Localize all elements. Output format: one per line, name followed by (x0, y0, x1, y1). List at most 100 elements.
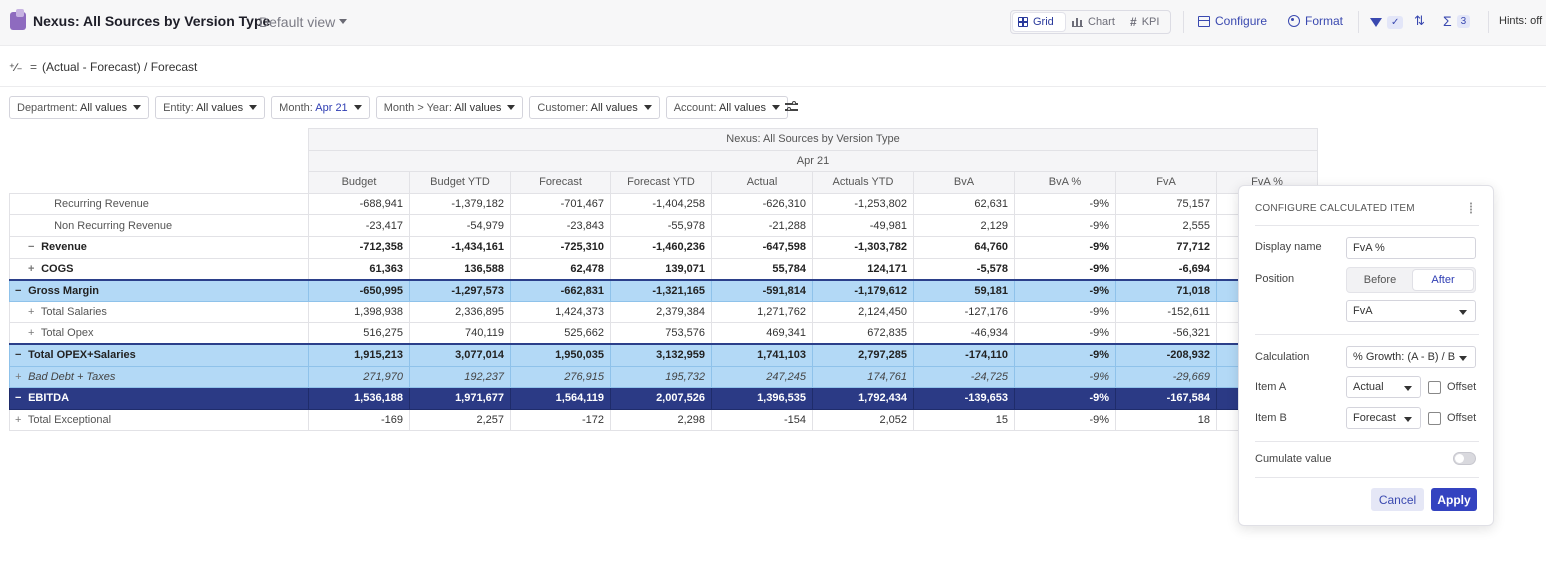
table-cell[interactable]: 1,396,535 (711, 387, 813, 410)
table-cell[interactable]: 18 (1115, 408, 1217, 432)
table-cell[interactable]: 71,018 (1115, 278, 1217, 302)
apply-button[interactable]: Apply (1431, 488, 1477, 511)
row-label[interactable]: Non Recurring Revenue (9, 214, 309, 237)
table-row[interactable]: + Total Opex 516,275 740,119 525,662 753,576… (9, 322, 1318, 345)
table-cell[interactable]: 2,257 (409, 408, 511, 432)
tab-chart[interactable]: Chart (1067, 13, 1123, 31)
hints-toggle[interactable]: Hints: off (1499, 15, 1543, 27)
table-cell[interactable]: -23,843 (510, 214, 611, 237)
table-cell[interactable]: -6,694 (1115, 257, 1217, 281)
table-cell[interactable]: 525,662 (510, 322, 611, 345)
table-cell[interactable]: -167,584 (1115, 387, 1217, 410)
table-cell[interactable]: -23,417 (308, 214, 410, 237)
table-cell[interactable]: -46,934 (913, 322, 1015, 345)
tab-kpi[interactable]: # KPI (1125, 13, 1169, 31)
table-cell[interactable]: -9% (1014, 192, 1116, 216)
table-row[interactable]: Recurring Revenue -688,941 -1,379,182 -701,… (9, 192, 1318, 216)
table-cell[interactable]: -21,288 (711, 214, 813, 237)
table-row[interactable]: − EBITDA 1,536,188 1,971,677 1,564,119 2,007… (9, 387, 1318, 410)
configure-button[interactable]: Configure (1198, 14, 1267, 28)
table-cell[interactable]: -662,831 (510, 278, 611, 302)
table-cell[interactable]: -49,981 (812, 214, 914, 237)
table-cell[interactable]: -152,611 (1115, 300, 1217, 324)
table-row[interactable]: + Total Exceptional -169 2,257 -172 2,298 -15… (9, 408, 1318, 432)
table-cell[interactable]: 124,171 (812, 257, 914, 281)
table-cell[interactable]: 2,336,895 (409, 300, 511, 324)
expand-icon[interactable]: + (15, 370, 22, 383)
table-row[interactable]: − Revenue -712,358 -1,434,161 -725,310 -1,46… (9, 235, 1318, 259)
cumulate-value-toggle[interactable] (1453, 452, 1476, 465)
expand-icon[interactable]: + (28, 306, 35, 319)
table-cell[interactable]: 61,363 (308, 257, 410, 281)
table-cell[interactable]: 2,298 (610, 408, 712, 432)
table-cell[interactable]: -208,932 (1115, 343, 1217, 367)
filter-button[interactable]: ✓ (1370, 16, 1404, 29)
row-label[interactable]: + COGS (9, 257, 309, 281)
drag-handle-icon[interactable] (1469, 202, 1473, 214)
table-cell[interactable]: 516,275 (308, 322, 410, 345)
filter-chip[interactable]: Month > Year: All values (375, 96, 524, 119)
collapse-icon[interactable]: − (28, 241, 35, 254)
display-name-input[interactable]: FvA % (1346, 237, 1476, 259)
table-cell[interactable]: 1,536,188 (308, 387, 410, 410)
table-cell[interactable]: 15 (913, 408, 1015, 432)
table-cell[interactable]: -725,310 (510, 235, 611, 259)
row-label[interactable]: − Revenue (9, 235, 309, 259)
row-label[interactable]: + Total Salaries (9, 300, 309, 324)
position-reference-select[interactable]: FvA (1346, 300, 1476, 322)
table-cell[interactable]: 2,124,450 (812, 300, 914, 324)
table-cell[interactable]: 174,761 (812, 365, 914, 389)
column-header[interactable]: Forecast YTD (610, 171, 712, 194)
table-cell[interactable]: -1,434,161 (409, 235, 511, 259)
column-header[interactable]: Actual (711, 171, 813, 194)
table-cell[interactable]: 469,341 (711, 322, 813, 345)
item-b-select[interactable]: Forecast (1346, 407, 1421, 429)
table-cell[interactable]: -1,303,782 (812, 235, 914, 259)
table-cell[interactable]: 2,129 (913, 214, 1015, 237)
table-cell[interactable]: -5,578 (913, 257, 1015, 281)
table-cell[interactable]: 1,792,434 (812, 387, 914, 410)
table-cell[interactable]: -9% (1014, 322, 1116, 345)
table-cell[interactable]: 1,398,938 (308, 300, 410, 324)
table-cell[interactable]: 77,712 (1115, 235, 1217, 259)
item-b-offset-checkbox[interactable] (1428, 412, 1441, 425)
format-button[interactable]: Format (1288, 14, 1343, 28)
table-cell[interactable]: 62,478 (510, 257, 611, 281)
table-cell[interactable]: 3,077,014 (409, 343, 511, 367)
expand-icon[interactable]: + (28, 327, 35, 340)
calculation-select[interactable]: % Growth: (A - B) / B (1346, 346, 1476, 368)
table-cell[interactable]: 136,588 (409, 257, 511, 281)
table-cell[interactable]: -1,321,165 (610, 278, 712, 302)
table-cell[interactable]: 276,915 (510, 365, 611, 389)
table-cell[interactable]: -1,253,802 (812, 192, 914, 216)
table-cell[interactable]: -688,941 (308, 192, 410, 216)
collapse-icon[interactable]: − (15, 284, 22, 297)
filter-chip[interactable]: Customer: All values (529, 96, 660, 119)
column-header[interactable]: Actuals YTD (812, 171, 914, 194)
table-cell[interactable]: -1,179,612 (812, 278, 914, 302)
table-cell[interactable]: -9% (1014, 257, 1116, 281)
table-cell[interactable]: -9% (1014, 387, 1116, 410)
column-header[interactable]: BvA % (1014, 171, 1116, 194)
position-before-option[interactable]: Before (1363, 274, 1397, 286)
table-cell[interactable]: -55,978 (610, 214, 712, 237)
table-cell[interactable]: -9% (1014, 343, 1116, 367)
filter-settings-icon[interactable] (785, 101, 798, 113)
filter-chip[interactable]: Entity: All values (155, 96, 266, 119)
table-row[interactable]: + COGS 61,363 136,588 62,478 139,071 55,784 12… (9, 257, 1318, 281)
item-a-offset-checkbox[interactable] (1428, 381, 1441, 394)
tab-grid[interactable]: Grid (1013, 13, 1065, 31)
collapse-icon[interactable]: − (15, 349, 22, 362)
table-cell[interactable]: 740,119 (409, 322, 511, 345)
row-label[interactable]: − EBITDA (9, 387, 309, 410)
table-cell[interactable]: -647,598 (711, 235, 813, 259)
table-cell[interactable]: -154 (711, 408, 813, 432)
table-cell[interactable]: 2,379,384 (610, 300, 712, 324)
view-selector[interactable]: Default view (259, 14, 336, 30)
table-cell[interactable]: -1,404,258 (610, 192, 712, 216)
expand-icon[interactable]: + (15, 414, 22, 427)
table-cell[interactable]: -9% (1014, 365, 1116, 389)
row-label[interactable]: + Total Opex (9, 322, 309, 345)
table-row[interactable]: − Gross Margin -650,995 -1,297,573 -662,831… (9, 278, 1318, 302)
table-cell[interactable]: 1,915,213 (308, 343, 410, 367)
